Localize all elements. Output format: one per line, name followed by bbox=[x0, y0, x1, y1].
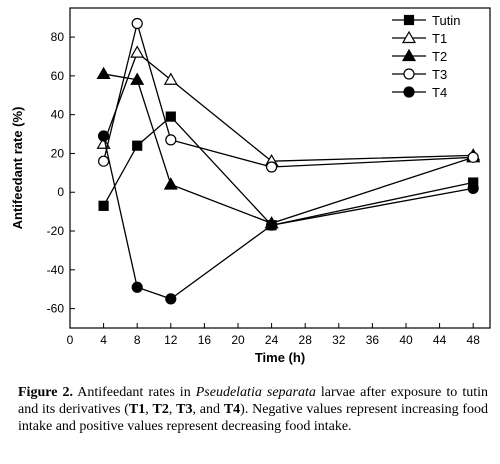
data-point bbox=[97, 155, 110, 167]
series-layer bbox=[96, 17, 481, 305]
legend-label: Tutin bbox=[432, 13, 460, 28]
data-point bbox=[131, 281, 143, 293]
x-axis-label: Time (h) bbox=[255, 350, 305, 365]
x-tick-label: 8 bbox=[134, 333, 141, 347]
y-axis-label: Antifeedant rate (%) bbox=[10, 107, 25, 230]
series-t3 bbox=[97, 17, 479, 173]
legend-entry: T4 bbox=[392, 85, 447, 100]
x-tick-label: 4 bbox=[100, 333, 107, 347]
caption-species: Pseudelatia separata bbox=[195, 385, 316, 400]
caption-text-3: ). Negative values represent increasing … bbox=[18, 402, 489, 434]
caption-sep-1: , bbox=[145, 402, 153, 417]
legend-marker bbox=[403, 68, 415, 80]
legend: Tutin T1 T2 T3 T4 bbox=[392, 13, 460, 100]
y-tick-label: 80 bbox=[51, 30, 65, 44]
x-tick-label: 48 bbox=[467, 333, 481, 347]
x-tick-label: 32 bbox=[332, 333, 346, 347]
caption-label: Figure 2. bbox=[18, 385, 73, 400]
legend-marker bbox=[401, 48, 417, 62]
legend-entry: T2 bbox=[392, 48, 447, 64]
legend-entry: T1 bbox=[392, 30, 447, 46]
x-tick-label: 16 bbox=[198, 333, 212, 347]
caption-t1: T1 bbox=[128, 402, 146, 417]
caption-sep-3: , and bbox=[192, 402, 224, 417]
data-point bbox=[96, 136, 111, 149]
data-point bbox=[467, 182, 479, 194]
data-point bbox=[165, 293, 177, 305]
caption-t2: T2 bbox=[152, 402, 169, 417]
legend-label: T4 bbox=[432, 85, 447, 100]
series-t4 bbox=[97, 130, 479, 305]
x-tick-label: 44 bbox=[433, 333, 447, 347]
series-t1 bbox=[96, 45, 481, 167]
y-tick-label: 60 bbox=[51, 69, 65, 83]
data-point bbox=[98, 200, 109, 211]
caption-text-2: larvae after exposure to tutin and its d… bbox=[18, 385, 488, 417]
x-tick-label: 0 bbox=[67, 333, 74, 347]
data-point bbox=[266, 161, 278, 173]
y-tick-label: -60 bbox=[47, 302, 65, 316]
series-tutin bbox=[98, 111, 479, 231]
legend-entry: Tutin bbox=[392, 13, 460, 28]
data-point bbox=[165, 134, 177, 146]
figure-caption: Figure 2. Antifeedant rates in Pseudelat… bbox=[18, 384, 488, 435]
y-tick-label: 20 bbox=[51, 146, 65, 160]
data-point bbox=[165, 111, 176, 122]
series-line bbox=[102, 20, 474, 168]
antifeedant-chart: 0 4 8 12 16 20 24 28 32 36 40 44 48-60-40-2002040608… bbox=[10, 7, 491, 365]
x-tick-label: 36 bbox=[366, 333, 380, 347]
x-tick-label: 28 bbox=[299, 333, 313, 347]
x-tick-label: 40 bbox=[399, 333, 413, 347]
legend-label: T3 bbox=[432, 67, 447, 82]
data-point bbox=[130, 45, 145, 58]
series-line bbox=[103, 115, 474, 226]
y-tick-label: -40 bbox=[47, 263, 65, 277]
y-tick-label: 40 bbox=[51, 108, 65, 122]
data-point bbox=[130, 72, 145, 85]
data-point bbox=[467, 151, 479, 163]
caption-sep-2: , bbox=[168, 402, 177, 417]
caption-t4: T4 bbox=[223, 402, 241, 417]
series-line bbox=[103, 73, 474, 224]
x-tick-label: 24 bbox=[265, 333, 279, 347]
legend-marker bbox=[401, 30, 417, 44]
legend-entry: T3 bbox=[392, 67, 447, 82]
data-point bbox=[132, 140, 143, 151]
caption-text-1: Antifeedant rates in bbox=[72, 385, 196, 400]
legend-marker bbox=[403, 86, 415, 98]
data-point bbox=[163, 72, 178, 85]
data-point bbox=[131, 17, 143, 30]
y-tick-label: -20 bbox=[47, 224, 65, 238]
plot-frame bbox=[69, 7, 491, 329]
legend-label: T2 bbox=[432, 49, 447, 64]
x-tick-label: 12 bbox=[164, 333, 178, 347]
legend-label: T1 bbox=[432, 31, 447, 46]
data-point bbox=[96, 66, 111, 80]
caption-t3: T3 bbox=[176, 402, 193, 417]
data-point bbox=[97, 130, 110, 142]
legend-marker bbox=[403, 14, 415, 26]
y-tick-label: 0 bbox=[57, 185, 64, 199]
data-point bbox=[163, 177, 178, 190]
data-point bbox=[266, 219, 278, 231]
x-tick-label: 20 bbox=[231, 333, 245, 347]
axis-ticks: 0 4 8 12 16 20 24 28 32 36 40 44 48-60-40-2002040608… bbox=[47, 30, 481, 347]
series-line bbox=[102, 51, 474, 162]
